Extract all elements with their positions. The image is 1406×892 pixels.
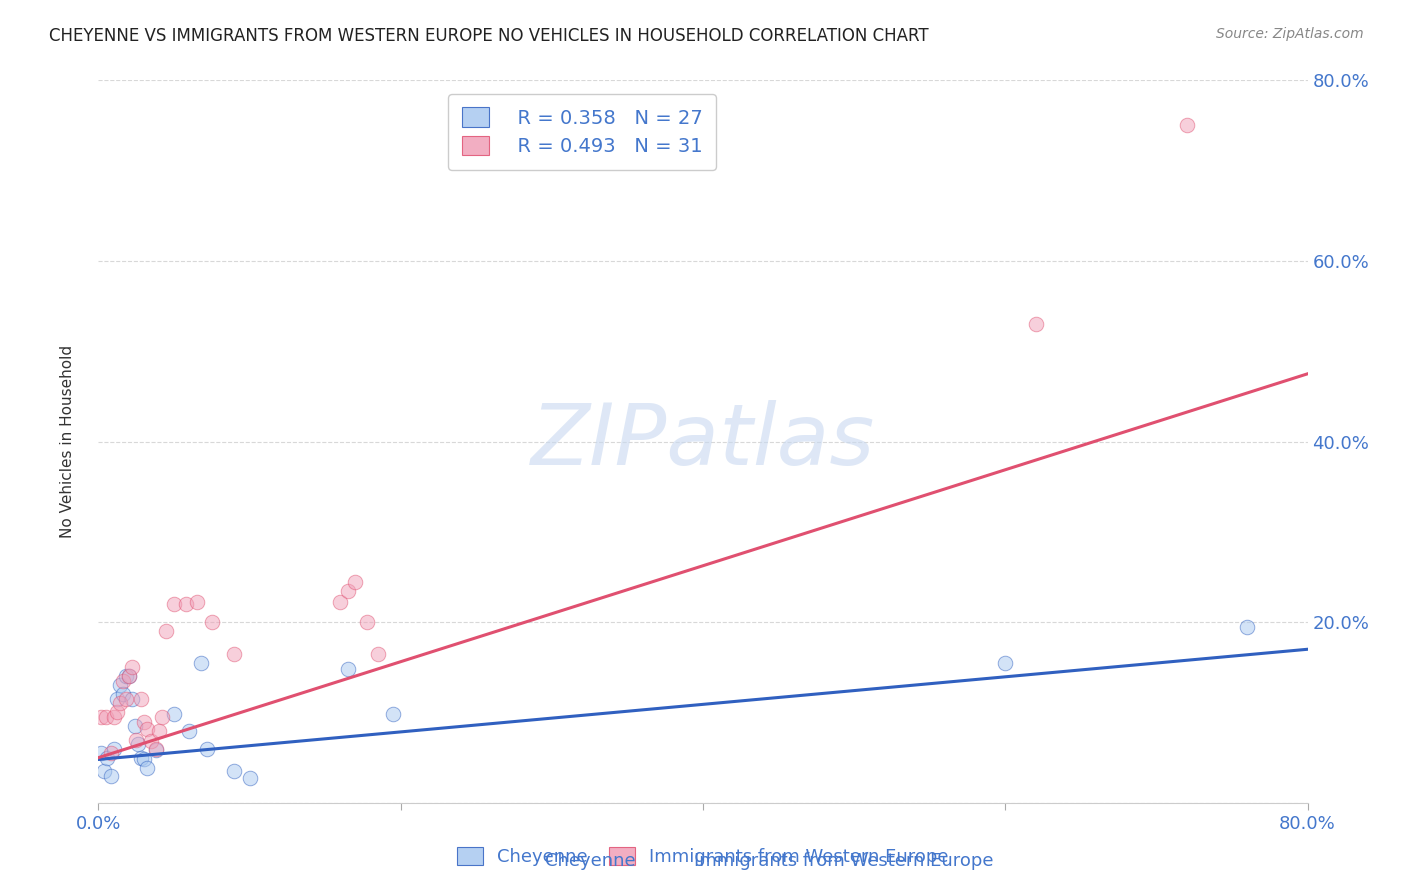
Point	[145, 741, 167, 756]
Point	[1175, 119, 1198, 133]
Point	[1236, 620, 1258, 634]
Point	[132, 752, 155, 766]
Point	[125, 732, 148, 747]
Point	[105, 692, 128, 706]
Point	[90, 746, 112, 760]
Point	[100, 746, 122, 760]
Point	[344, 574, 367, 589]
Point	[111, 673, 134, 688]
Point	[163, 707, 186, 722]
Point	[382, 707, 405, 722]
Point	[148, 723, 170, 738]
Point	[96, 750, 118, 764]
Legend:   R = 0.358   N = 27,   R = 0.493   N = 31: R = 0.358 N = 27, R = 0.493 N = 31	[449, 94, 716, 169]
Point	[118, 669, 141, 683]
Point	[114, 669, 136, 683]
Point	[124, 719, 146, 733]
Text: Cheyenne: Cheyenne	[546, 852, 636, 870]
Point	[108, 678, 131, 692]
Point	[224, 647, 246, 661]
Point	[145, 743, 167, 757]
Point	[105, 706, 128, 720]
Point	[186, 595, 208, 609]
Point	[100, 769, 122, 783]
Point	[239, 771, 262, 785]
Point	[103, 710, 125, 724]
Point	[103, 741, 125, 756]
Text: ZIPatlas: ZIPatlas	[531, 400, 875, 483]
Point	[224, 764, 246, 779]
Point	[336, 662, 359, 676]
Point	[367, 647, 389, 661]
Point	[994, 656, 1017, 670]
Point	[111, 687, 134, 701]
Text: Source: ZipAtlas.com: Source: ZipAtlas.com	[1216, 27, 1364, 41]
Point	[336, 583, 359, 598]
Point	[141, 734, 163, 748]
Text: CHEYENNE VS IMMIGRANTS FROM WESTERN EUROPE NO VEHICLES IN HOUSEHOLD CORRELATION : CHEYENNE VS IMMIGRANTS FROM WESTERN EURO…	[49, 27, 929, 45]
Point	[129, 692, 152, 706]
Point	[121, 660, 143, 674]
Point	[132, 714, 155, 729]
Point	[127, 737, 149, 751]
Point	[190, 656, 212, 670]
Point	[118, 669, 141, 683]
Point	[150, 710, 173, 724]
Point	[90, 710, 112, 724]
Text: Immigrants from Western Europe: Immigrants from Western Europe	[693, 852, 994, 870]
Point	[163, 597, 186, 611]
Point	[121, 692, 143, 706]
Point	[179, 723, 201, 738]
Point	[135, 762, 157, 776]
Point	[195, 741, 218, 756]
Point	[201, 615, 224, 630]
Point	[94, 710, 117, 724]
Point	[114, 692, 136, 706]
Point	[93, 764, 115, 779]
Point	[135, 722, 157, 736]
Point	[356, 615, 378, 630]
Legend: Cheyenne, Immigrants from Western Europe: Cheyenne, Immigrants from Western Europe	[449, 838, 957, 875]
Point	[329, 595, 352, 609]
Y-axis label: No Vehicles in Household: No Vehicles in Household	[60, 345, 75, 538]
Point	[174, 597, 197, 611]
Point	[129, 750, 152, 764]
Point	[155, 624, 177, 639]
Point	[1024, 317, 1046, 331]
Point	[108, 697, 131, 711]
